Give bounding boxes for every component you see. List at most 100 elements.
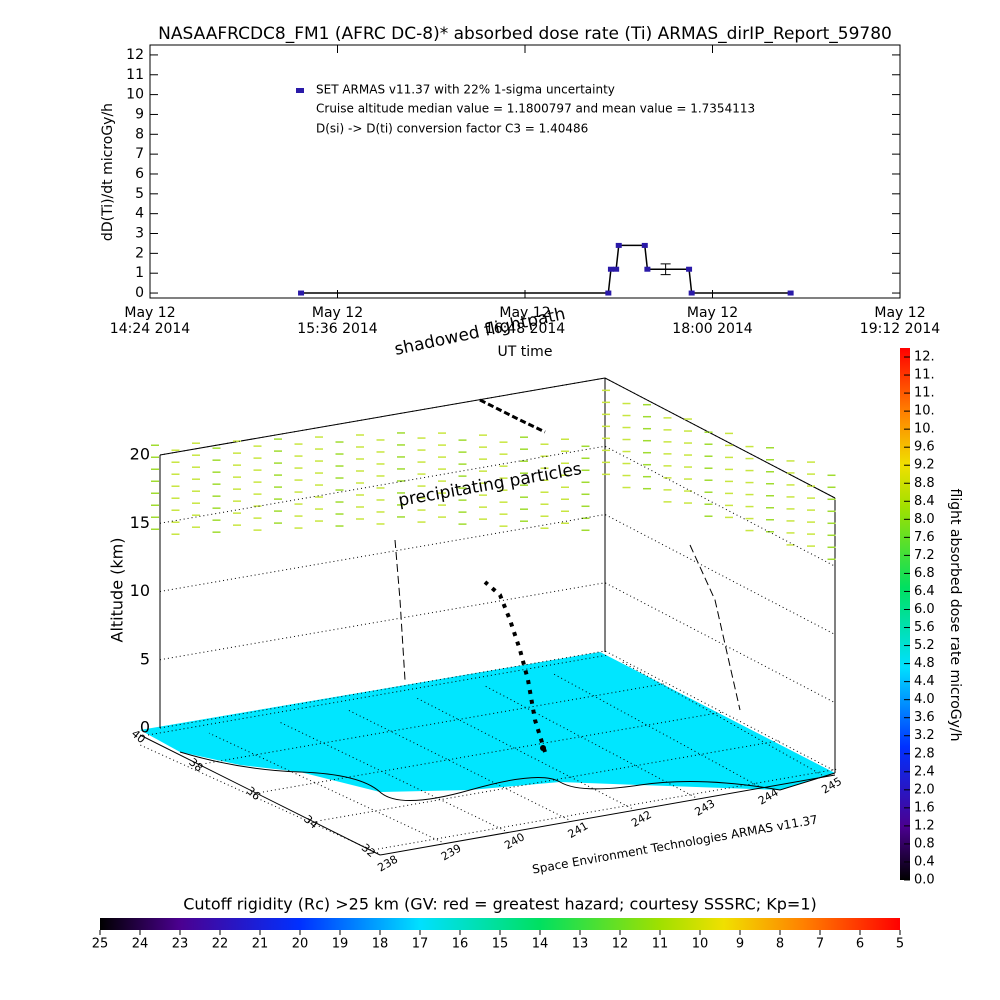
z-tick-label: 0: [140, 718, 150, 737]
colorbar-tick-label: 11.: [914, 368, 935, 383]
colorbar-tick-label: 2.0: [914, 782, 935, 797]
annotation: Cruise altitude median value = 1.1800797…: [316, 102, 755, 116]
colorbar-tick-label: 6: [856, 937, 864, 952]
colorbar-tick-label: 1.6: [914, 800, 935, 815]
annotation: D(si) -> D(ti) conversion factor C3 = 1.…: [316, 122, 588, 136]
box-edge: [139, 734, 381, 856]
data-point: [787, 290, 794, 296]
lat-tick-label: 34: [301, 813, 320, 832]
lon-tick-label: 243: [693, 797, 718, 819]
data-point: [644, 266, 651, 272]
data-point: [686, 266, 693, 272]
grid-line: [159, 377, 836, 499]
y-tick-label: 12: [126, 47, 144, 63]
box-edge: [379, 774, 836, 856]
y-tick-label: 2: [135, 245, 144, 261]
shadow-path: [479, 398, 546, 434]
shadow-path: [394, 539, 741, 711]
lon-tick-label: 245: [819, 775, 844, 797]
lon-tick-label: 242: [629, 808, 654, 830]
colorbar-tick-label: 10.: [914, 422, 935, 437]
grid-line: [159, 445, 836, 567]
colorbar-tick-label: 24: [132, 937, 149, 952]
data-line: [301, 244, 791, 294]
x-axis-label: UT time: [498, 344, 553, 360]
colorbar-label: flight absorbed dose rate microGy/h: [947, 489, 963, 742]
box-edge: [604, 377, 836, 499]
colorbar-tick-label: 11: [652, 937, 669, 952]
colorbar-tick-label: 12: [612, 937, 629, 952]
colorbar-tick-label: 18: [372, 937, 389, 952]
colorbar-tick-label: 3.2: [914, 728, 935, 743]
grid-line: [159, 650, 836, 772]
y-tick-label: 8: [135, 126, 144, 142]
colorbar-tick-label: 7.6: [914, 530, 935, 545]
colorbar-tick-label: 7.2: [914, 548, 935, 563]
rigidity-colorbar: [100, 918, 900, 930]
colorbar-tick-label: 6.0: [914, 602, 935, 617]
colorbar-tick-label: 10: [692, 937, 709, 952]
y-tick-label: 7: [135, 146, 144, 162]
lon-tick-label: 238: [375, 853, 400, 875]
data-point: [641, 242, 648, 248]
z-tick-label: 20: [130, 445, 150, 464]
data-point: [615, 242, 622, 248]
z-tick-label: 10: [130, 581, 150, 600]
colorbar-tick-label: 5.6: [914, 620, 935, 635]
colorbar-tick-label: 0.4: [914, 854, 935, 869]
annotation: precipitating particles: [397, 459, 584, 511]
colorbar-tick-label: 6.8: [914, 566, 935, 581]
grid-line: [159, 513, 836, 635]
lon-grid: [553, 673, 759, 787]
flight-path: [483, 580, 547, 753]
dose-colorbar: [900, 348, 910, 880]
lat-tick-label: 36: [244, 784, 263, 803]
data-point: [607, 266, 614, 272]
y-tick-label: 5: [135, 186, 144, 202]
y-tick-label: 4: [135, 206, 144, 222]
lon-grid: [415, 697, 632, 809]
colorbar-tick-label: 9.6: [914, 440, 935, 455]
x-tick-label: May 12 14:24 2014: [109, 305, 191, 337]
colorbar-tick-label: 5: [896, 937, 904, 952]
y-tick-label: 3: [135, 226, 144, 242]
y-tick-label: 6: [135, 166, 144, 182]
colorbar-tick-label: 8.8: [914, 476, 935, 491]
colorbar-tick-label: 25: [92, 937, 109, 952]
data-point: [605, 290, 612, 296]
ground-plane: [140, 652, 835, 792]
colorbar-tick-label: 2.8: [914, 746, 935, 761]
colorbar-tick-label: 17: [412, 937, 429, 952]
lon-grid: [208, 732, 442, 843]
y-tick-label: 10: [126, 87, 144, 103]
colorbar-tick-label: 4.0: [914, 692, 935, 707]
chart-title: NASAAFRCDC8_FM1 (AFRC DC-8)* absorbed do…: [158, 24, 892, 44]
error-bar: [660, 263, 671, 276]
z-tick-label: 5: [140, 649, 150, 668]
grid-line: [159, 582, 836, 704]
z-tick-label: 15: [130, 513, 150, 532]
colorbar-tick-label: 13: [572, 937, 589, 952]
colorbar-tick-label: 4.8: [914, 656, 935, 671]
colorbar-tick-label: 1.2: [914, 818, 935, 833]
colorbar-tick-label: 4.4: [914, 674, 935, 689]
colorbar-tick-label: 8.4: [914, 494, 935, 509]
colorbar-tick-label: 0.8: [914, 836, 935, 851]
colorbar-tick-label: 20: [292, 937, 309, 952]
colorbar-tick-label: 23: [172, 937, 189, 952]
colorbar-tick-label: 0.0: [914, 873, 935, 888]
x-tick-label: May 12 19:12 2014: [859, 305, 941, 337]
colorbar-tick-label: 14: [532, 937, 549, 952]
colorbar-tick-label: 15: [492, 937, 509, 952]
z-axis-label: Altitude (km): [108, 538, 127, 643]
x-tick-label: May 12 18:00 2014: [672, 305, 753, 337]
colorbar-tick-label: 7: [816, 937, 824, 952]
colorbar-tick-label: 19: [332, 937, 349, 952]
y-tick-label: 1: [135, 265, 144, 281]
colorbar-tick-label: 12.: [914, 350, 935, 365]
colorbar-tick-label: 3.6: [914, 710, 935, 725]
lon-tick-label: 240: [502, 830, 527, 852]
colorbar-title: Cutoff rigidity (Rc) >25 km (GV: red = g…: [183, 895, 817, 914]
data-point: [298, 290, 305, 296]
y-axis-label: dD(Ti)/dt microGy/h: [100, 103, 116, 241]
